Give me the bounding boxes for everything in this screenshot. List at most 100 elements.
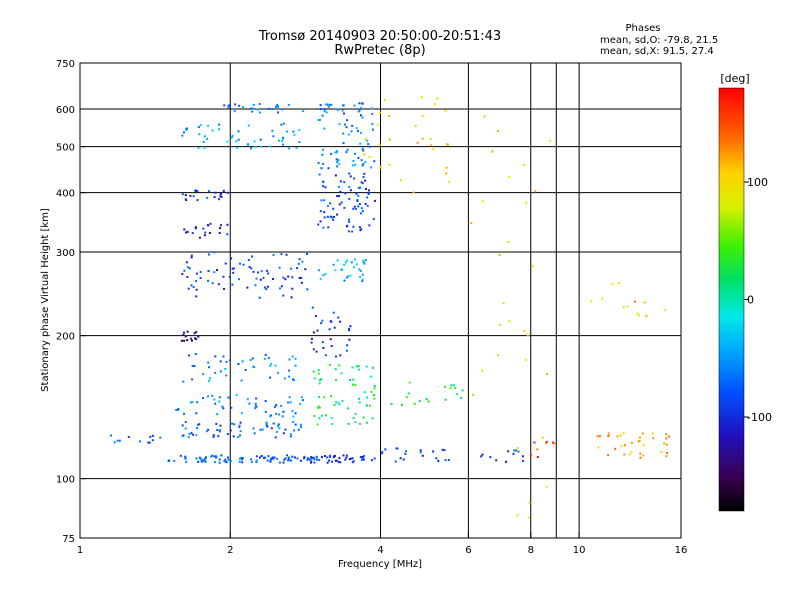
data-point: [278, 266, 281, 269]
data-point: [239, 434, 241, 437]
data-point: [449, 387, 452, 390]
data-point: [240, 379, 243, 382]
data-point: [358, 397, 360, 400]
data-point: [357, 186, 360, 189]
data-point: [346, 119, 348, 122]
data-point: [191, 401, 194, 404]
data-point: [421, 137, 424, 140]
data-point: [344, 458, 347, 461]
data-point: [364, 179, 367, 182]
data-point: [318, 396, 321, 398]
data-point: [312, 331, 315, 334]
colorbar-tick-label: 0: [747, 294, 754, 307]
data-point: [460, 396, 463, 399]
data-point: [280, 285, 283, 288]
data-point: [282, 122, 285, 125]
data-point: [194, 353, 197, 355]
data-point: [360, 107, 363, 110]
data-point: [352, 225, 355, 228]
data-point: [310, 456, 313, 459]
x-axis-label: Frequency [MHz]: [338, 559, 422, 570]
data-point: [222, 275, 225, 278]
data-point: [223, 104, 226, 107]
data-point: [237, 138, 240, 141]
data-point: [373, 457, 376, 460]
data-point: [329, 455, 331, 458]
data-point: [194, 337, 197, 340]
data-point: [191, 365, 194, 367]
data-point: [238, 278, 240, 281]
data-point: [513, 449, 516, 452]
data-point: [190, 337, 193, 340]
data-point: [227, 458, 230, 461]
x-tick-label: 2: [227, 545, 233, 556]
data-point: [355, 207, 357, 210]
data-point: [205, 430, 208, 433]
data-point: [360, 114, 362, 117]
data-point: [199, 124, 202, 126]
data-point: [483, 115, 486, 118]
data-point: [138, 440, 141, 443]
data-point: [185, 129, 188, 132]
data-point: [267, 272, 270, 275]
data-point: [630, 451, 633, 454]
data-point: [190, 254, 193, 257]
data-point: [184, 194, 187, 197]
data-point: [666, 451, 668, 454]
data-point: [497, 354, 499, 357]
data-point: [281, 415, 284, 418]
data-point: [407, 392, 410, 395]
data-point: [313, 415, 316, 417]
colorbar-ticks: 100 0 -100: [744, 176, 772, 424]
data-point: [207, 361, 210, 364]
data-point: [181, 134, 184, 137]
data-point: [198, 456, 201, 459]
data-point: [296, 267, 299, 270]
data-point: [344, 123, 346, 126]
data-point: [508, 320, 511, 323]
data-point: [181, 193, 184, 196]
data-point: [225, 360, 228, 363]
y-tick-label: 750: [56, 59, 75, 70]
data-point: [190, 432, 193, 435]
data-point: [203, 234, 206, 237]
data-point: [435, 457, 438, 460]
data-point: [619, 434, 622, 437]
data-point: [213, 271, 216, 274]
data-point: [372, 218, 375, 221]
data-point: [272, 278, 274, 280]
data-point: [320, 167, 323, 170]
data-point: [332, 456, 335, 459]
data-point: [277, 423, 280, 426]
data-point: [291, 455, 294, 458]
data-point: [357, 205, 360, 208]
data-point: [238, 424, 241, 427]
data-point: [207, 428, 210, 431]
data-point: [295, 146, 298, 149]
data-point: [319, 108, 322, 111]
data-point: [668, 435, 671, 438]
data-point: [159, 436, 162, 439]
data-point: [481, 200, 484, 203]
data-point: [318, 379, 321, 382]
data-point: [264, 286, 266, 289]
data-point: [665, 437, 668, 440]
data-point: [202, 373, 205, 376]
data-point: [235, 394, 238, 397]
data-point: [339, 461, 342, 464]
data-point: [353, 205, 356, 208]
data-point: [319, 220, 322, 223]
data-point: [287, 275, 290, 278]
data-point: [622, 432, 625, 435]
x-tick-label: 4: [377, 545, 383, 556]
data-point: [226, 433, 229, 435]
data-point: [327, 105, 330, 108]
data-point: [186, 230, 189, 233]
data-point: [214, 461, 216, 464]
data-point: [361, 210, 364, 213]
data-point: [405, 396, 408, 399]
data-point: [367, 192, 370, 195]
data-point: [214, 191, 217, 194]
data-point: [321, 319, 324, 322]
data-point: [361, 280, 364, 283]
